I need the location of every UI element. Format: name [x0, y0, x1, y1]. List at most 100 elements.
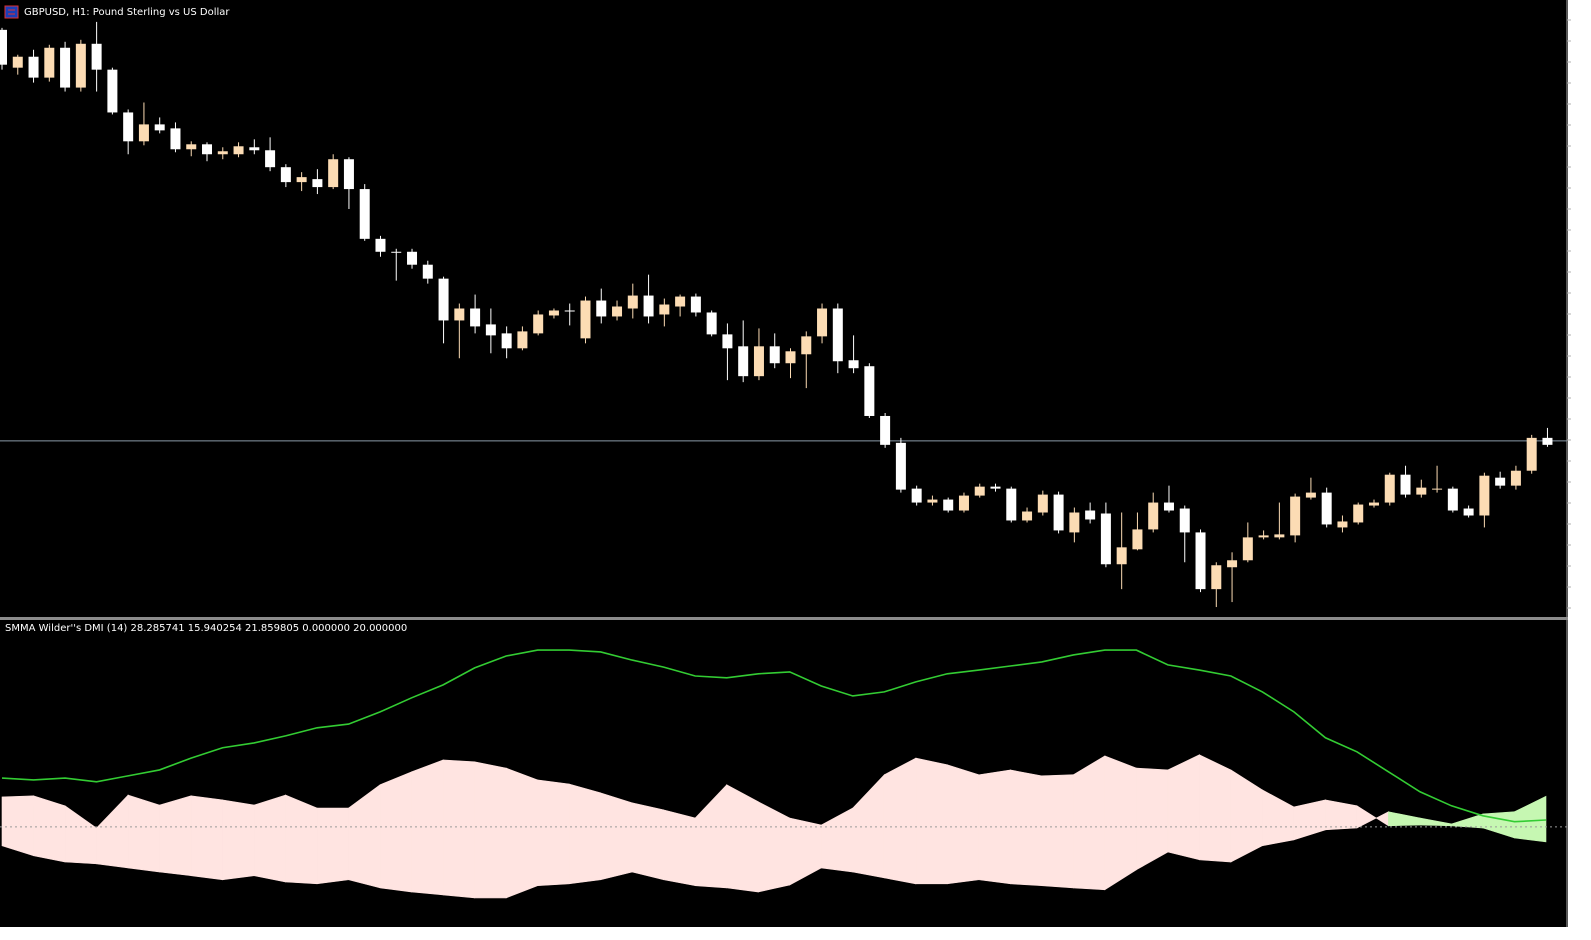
- di-fill: [1010, 769, 1043, 887]
- candle-body: [1353, 504, 1364, 523]
- candle-body: [580, 300, 591, 339]
- candle-body: [265, 150, 276, 168]
- candle-body: [1100, 513, 1111, 565]
- candle-body: [359, 189, 370, 239]
- candle-body: [1432, 488, 1443, 490]
- candle-body: [1132, 529, 1143, 550]
- candle-body: [659, 304, 670, 315]
- candle-body: [1022, 511, 1033, 521]
- di-fill: [915, 757, 948, 885]
- candle-body: [407, 251, 418, 265]
- candle-body: [548, 310, 559, 316]
- candle-body: [817, 308, 828, 337]
- candle-body: [138, 124, 149, 142]
- di-fill: [568, 783, 601, 885]
- candle-body: [1069, 512, 1080, 533]
- di-fill: [757, 801, 791, 893]
- di-fill: [600, 792, 633, 881]
- candle-body: [1479, 475, 1490, 516]
- candle-body: [1447, 488, 1458, 511]
- candle-body: [233, 146, 244, 155]
- chart-background: [0, 0, 1568, 927]
- symbol-icon: [4, 5, 19, 19]
- candle-body: [517, 331, 528, 349]
- adx-line: [1, 649, 1547, 823]
- candle-body: [438, 278, 449, 321]
- candle-body: [60, 47, 71, 88]
- candle-body: [1290, 496, 1301, 536]
- candle-body: [848, 360, 859, 369]
- candle-body: [296, 177, 307, 183]
- candle-body: [454, 308, 465, 321]
- candle-body: [44, 47, 55, 78]
- di-fill: [883, 757, 917, 885]
- candle-body: [832, 308, 843, 362]
- di-fill: [379, 771, 412, 893]
- candle-body: [927, 499, 938, 503]
- di-fill: [631, 802, 665, 881]
- di-fill: [159, 795, 192, 877]
- candle-body: [1148, 502, 1159, 530]
- candle-body: [1368, 502, 1379, 506]
- candle-body: [958, 495, 969, 511]
- candle-body: [280, 167, 291, 183]
- di-fill: [127, 794, 160, 873]
- candle-body: [1463, 508, 1474, 516]
- di-fill: [1199, 754, 1232, 863]
- indicator-title: SMMA Wilder''s DMI (14) 28.285741 15.940…: [5, 623, 407, 634]
- candle-body: [312, 179, 323, 188]
- candle-body: [202, 144, 213, 155]
- candle-body: [769, 346, 780, 364]
- candle-body: [627, 295, 638, 309]
- di-fill: [726, 784, 759, 893]
- candle-body: [1116, 547, 1127, 565]
- candle-body: [722, 334, 733, 349]
- candle-body: [1495, 477, 1506, 486]
- candle-body: [1526, 437, 1537, 471]
- candle-body: [328, 159, 339, 188]
- candle-body: [564, 310, 575, 312]
- candle-body: [738, 346, 749, 377]
- candle-body: [864, 366, 875, 416]
- candle-body: [785, 351, 796, 364]
- candle-body: [217, 151, 228, 155]
- candle-body: [1227, 560, 1238, 568]
- candle-body: [170, 128, 181, 150]
- di-fill: [474, 761, 507, 899]
- di-fill: [947, 764, 980, 885]
- di-fill: [442, 759, 475, 899]
- candle-body: [249, 147, 260, 151]
- candle-body: [1337, 521, 1348, 528]
- candle-body: [943, 499, 954, 511]
- candle-body: [1384, 474, 1395, 503]
- candle-body: [1400, 474, 1411, 495]
- candle-body: [154, 124, 165, 131]
- candle-body: [1195, 532, 1206, 590]
- candle-body: [706, 312, 717, 335]
- di-fill: [505, 767, 538, 899]
- candle-body: [1053, 494, 1064, 531]
- candle-body: [1179, 508, 1190, 533]
- candle-body: [1305, 492, 1316, 498]
- candle-body: [422, 264, 433, 279]
- di-fill: [285, 794, 318, 885]
- candle-body: [753, 346, 764, 377]
- candle-body: [990, 486, 1001, 489]
- di-fill: [1104, 755, 1137, 891]
- di-fill: [1136, 767, 1169, 871]
- candle-body: [1211, 565, 1222, 590]
- di-fill: [222, 799, 255, 881]
- candle-body: [880, 415, 891, 445]
- candle-body: [675, 296, 686, 307]
- candle-body: [533, 314, 544, 334]
- di-fill: [1167, 754, 1200, 861]
- candle-body: [343, 159, 354, 190]
- candle-body: [643, 295, 654, 317]
- panel-separator: [0, 617, 1568, 620]
- candle-body: [91, 43, 102, 70]
- di-fill: [33, 795, 66, 863]
- candle-body: [186, 144, 197, 150]
- candle-body: [107, 69, 118, 113]
